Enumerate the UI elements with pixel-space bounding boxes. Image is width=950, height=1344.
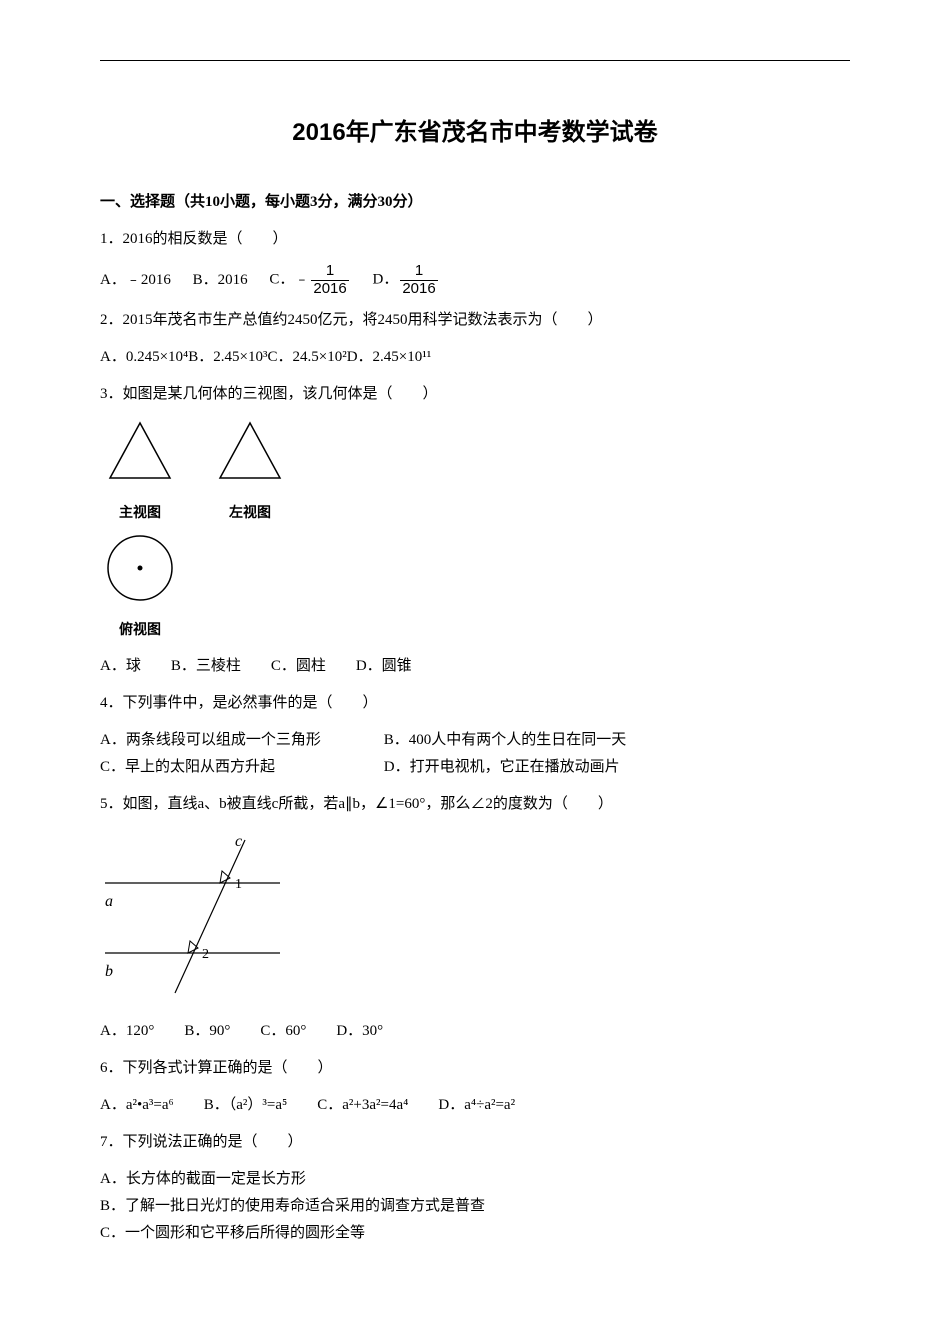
question-6-options: A．a²•a³=a⁶ B．（a²）³=a⁵ C．a²+3a²=4a⁴ D．a⁴÷… (100, 1092, 850, 1119)
main-view-triangle-icon (100, 418, 180, 488)
q4-option-c: C．早上的太阳从西方升起 (100, 754, 380, 781)
q4-option-a: A．两条线段可以组成一个三角形 (100, 727, 380, 754)
parallel-lines-diagram: c a b 1 2 (100, 828, 850, 1008)
question-1: 1．2016的相反数是（ ） (100, 226, 850, 253)
question-7: 7．下列说法正确的是（ ） (100, 1129, 850, 1156)
q1-optc-den: 2016 (311, 281, 348, 298)
exam-title: 2016年广东省茂名市中考数学试卷 (100, 111, 850, 154)
left-view-label: 左视图 (210, 500, 290, 525)
svg-text:2: 2 (202, 947, 209, 962)
left-view-box: 左视图 (210, 418, 290, 525)
view-row-2: 俯视图 (100, 530, 850, 642)
q1-optd-num: 1 (400, 263, 437, 281)
question-5: 5．如图，直线a、b被直线c所截，若a∥b，∠1=60°，那么∠2的度数为（ ） (100, 791, 850, 818)
q1-optc-prefix: C．﹣ (269, 272, 309, 288)
q1-optd-prefix: D． (373, 272, 399, 288)
question-3: 3．如图是某几何体的三视图，该几何体是（ ） (100, 381, 850, 408)
question-4: 4．下列事件中，是必然事件的是（ ） (100, 690, 850, 717)
left-view-triangle-icon (210, 418, 290, 488)
q1-option-a: A．﹣2016 (100, 267, 171, 294)
svg-text:a: a (105, 893, 113, 910)
q4-option-d: D．打开电视机，它正在播放动画片 (384, 759, 620, 775)
top-view-label: 俯视图 (100, 617, 180, 642)
question-4-options: A．两条线段可以组成一个三角形 B．400人中有两个人的生日在同一天 C．早上的… (100, 727, 850, 781)
top-view-box: 俯视图 (100, 530, 180, 642)
main-view-box: 主视图 (100, 418, 180, 525)
q7-option-c: C．一个圆形和它平移后所得的圆形全等 (100, 1220, 850, 1247)
main-view-label: 主视图 (100, 500, 180, 525)
question-6: 6．下列各式计算正确的是（ ） (100, 1055, 850, 1082)
q1-optd-fraction: 12016 (400, 263, 437, 297)
three-views-diagram: 主视图 左视图 俯视图 (100, 418, 850, 642)
q1-optc-num: 1 (311, 263, 348, 281)
section-1-header: 一、选择题（共10小题，每小题3分，满分30分） (100, 189, 850, 216)
q4-option-b: B．400人中有两个人的生日在同一天 (384, 732, 627, 748)
q1-optc-fraction: 12016 (311, 263, 348, 297)
q1-option-b: B．2016 (193, 267, 248, 294)
q7-option-a: A．长方体的截面一定是长方形 (100, 1166, 850, 1193)
q7-option-b: B．了解一批日光灯的使用寿命适合采用的调查方式是普查 (100, 1193, 850, 1220)
top-border-line (100, 60, 850, 61)
question-3-options: A．球 B．三棱柱 C．圆柱 D．圆锥 (100, 653, 850, 680)
q1-optd-den: 2016 (400, 281, 437, 298)
q1-option-d: D．12016 (373, 263, 440, 297)
question-5-options: A．120° B．90° C．60° D．30° (100, 1018, 850, 1045)
top-view-circle-icon (100, 530, 180, 605)
q1-option-c: C．﹣12016 (269, 263, 350, 297)
view-row-1: 主视图 左视图 (100, 418, 850, 525)
question-2-options: A．0.245×10⁴B．2.45×10³C．24.5×10²D．2.45×10… (100, 344, 850, 371)
svg-text:b: b (105, 963, 113, 980)
svg-text:1: 1 (235, 877, 242, 892)
parallel-lines-icon: c a b 1 2 (100, 828, 290, 998)
question-2: 2．2015年茂名市生产总值约2450亿元，将2450用科学记数法表示为（ ） (100, 307, 850, 334)
question-1-options: A．﹣2016 B．2016 C．﹣12016 D．12016 (100, 263, 850, 297)
